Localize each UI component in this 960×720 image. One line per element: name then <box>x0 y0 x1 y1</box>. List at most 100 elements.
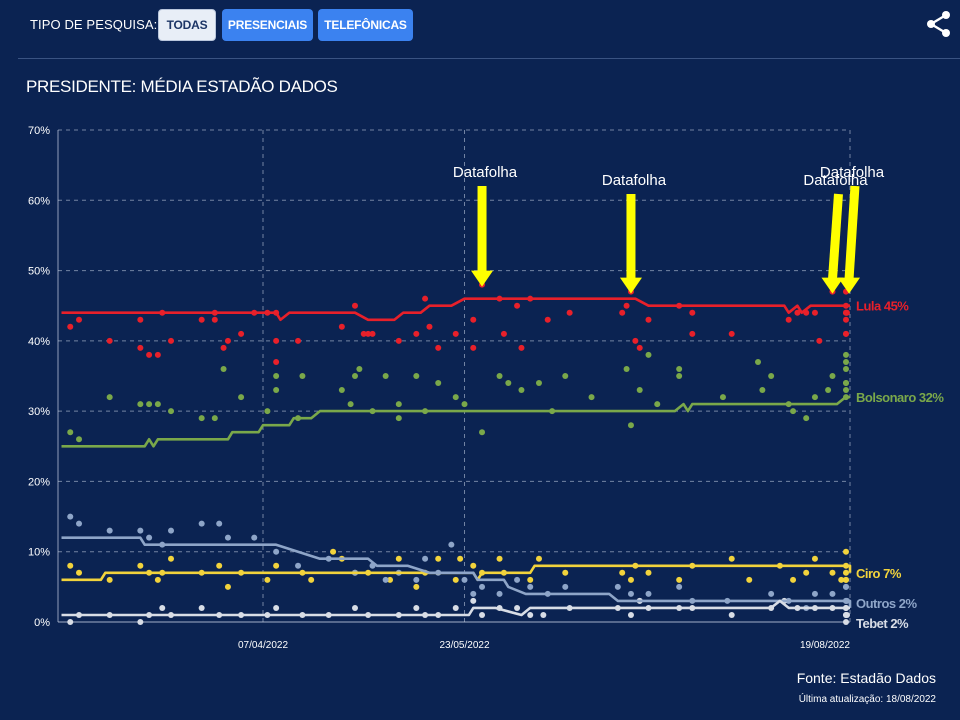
outros-poll-dot <box>843 583 849 590</box>
lula-poll-dot <box>500 330 507 337</box>
lula-poll-dot <box>689 330 696 337</box>
lula-poll-dot <box>365 330 372 337</box>
ciro-poll-dot <box>803 569 810 576</box>
chart-title: PRESIDENTE: MÉDIA ESTADÃO DADOS <box>26 77 338 96</box>
bolsonaro-poll-dot <box>351 373 358 379</box>
lula-poll-dot <box>338 323 345 330</box>
filter-todas-button[interactable]: TODAS <box>158 9 216 41</box>
ciro-poll-dot <box>168 555 175 562</box>
ciro-poll-dot <box>273 562 280 569</box>
bolsonaro-poll-dot <box>759 387 766 394</box>
lula-poll-dot <box>67 323 74 330</box>
ciro-end-label: Ciro 7% <box>856 566 902 581</box>
lula-poll-dot <box>619 309 626 316</box>
y-tick-label: 0% <box>34 617 50 629</box>
outros-poll-dot <box>768 590 775 597</box>
ciro-poll-dot <box>137 562 144 569</box>
ciro-poll-dot <box>387 576 394 583</box>
lula-poll-dot <box>76 316 83 323</box>
y-tick-label: 60% <box>28 195 50 207</box>
annotation-arrow-shaft <box>827 193 843 280</box>
bolsonaro-poll-dot <box>843 365 849 372</box>
outros-poll-dot <box>251 534 258 541</box>
ciro-poll-dot <box>264 576 271 583</box>
ciro-average-line <box>61 564 852 582</box>
outros-poll-dot <box>168 527 175 534</box>
ciro-poll-dot <box>216 562 223 569</box>
bolsonaro-poll-dot <box>395 401 402 408</box>
ciro-poll-dot <box>527 576 534 583</box>
ciro-poll-dot <box>413 583 420 590</box>
bolsonaro-poll-dot <box>645 351 652 358</box>
ciro-poll-dot <box>452 576 459 583</box>
outros-poll-dot <box>76 520 83 527</box>
bolsonaro-poll-dot <box>220 365 227 372</box>
ciro-poll-dot <box>76 569 83 576</box>
y-tick-label: 20% <box>28 476 50 488</box>
bolsonaro-poll-dot <box>829 373 836 379</box>
outros-poll-dot <box>413 576 420 583</box>
lula-poll-dot <box>295 337 302 344</box>
outros-poll-dot <box>273 548 280 555</box>
bolsonaro-poll-dot <box>627 422 634 429</box>
bolsonaro-poll-dot <box>768 373 775 379</box>
bolsonaro-poll-dot <box>562 373 569 379</box>
filter-telefonicas-button[interactable]: TELEFÔNICAS <box>318 9 413 41</box>
source-note: Fonte: Estadão Dados <box>796 670 936 686</box>
lula-poll-dot <box>470 316 477 323</box>
tebet-poll-dot <box>527 611 534 618</box>
bolsonaro-end-label: Bolsonaro 32% <box>856 390 944 405</box>
share-icon[interactable] <box>926 10 952 38</box>
lula-poll-dot <box>728 330 735 337</box>
tebet-poll-dot <box>137 619 144 625</box>
tebet-end-label: Tebet 2% <box>856 616 909 631</box>
ciro-poll-dot <box>106 576 113 583</box>
bolsonaro-poll-dot <box>719 394 726 401</box>
ciro-poll-dot <box>838 576 845 583</box>
tebet-poll-dot <box>514 604 521 611</box>
annotation-label: Datafolha <box>820 164 885 181</box>
lula-average-line <box>61 297 850 322</box>
bolsonaro-poll-dot <box>461 401 468 408</box>
lula-poll-dot <box>645 316 652 323</box>
outros-poll-dot <box>461 576 468 583</box>
header-divider <box>18 58 960 59</box>
lula-poll-dot <box>566 309 573 316</box>
lula-end-label: Lula 45% <box>856 299 909 314</box>
lula-poll-dot <box>422 295 429 302</box>
tebet-poll-dot <box>479 611 486 618</box>
lula-poll-dot <box>146 351 153 358</box>
outros-poll-dot <box>811 590 818 597</box>
lula-poll-dot <box>369 330 376 337</box>
lula-poll-dot <box>470 344 477 351</box>
ciro-poll-dot <box>435 555 442 562</box>
outros-poll-dot <box>106 527 113 534</box>
lula-poll-dot <box>106 337 113 344</box>
lula-poll-dot <box>224 337 231 344</box>
lula-poll-dot <box>413 330 420 337</box>
bolsonaro-poll-dot <box>588 394 595 401</box>
y-tick-label: 40% <box>28 336 50 348</box>
lula-poll-dot <box>198 316 205 323</box>
lula-poll-dot <box>273 358 280 365</box>
ciro-poll-dot <box>843 548 849 555</box>
bolsonaro-poll-dot <box>264 408 271 415</box>
lula-poll-dot <box>816 337 823 344</box>
outros-poll-dot <box>479 583 486 590</box>
lula-poll-dot <box>211 316 218 323</box>
bolsonaro-poll-dot <box>843 380 849 387</box>
ciro-poll-dot <box>627 576 634 583</box>
bolsonaro-poll-dot <box>198 415 205 422</box>
bolsonaro-poll-dot <box>67 429 74 436</box>
bolsonaro-poll-dot <box>154 401 161 408</box>
bolsonaro-average-line <box>61 395 850 448</box>
tebet-poll-dot <box>843 619 849 625</box>
bolsonaro-poll-dot <box>76 436 83 443</box>
tebet-poll-dot <box>540 611 547 618</box>
x-tick-label: 19/08/2022 <box>800 640 850 651</box>
bolsonaro-poll-dot <box>382 373 389 379</box>
lula-poll-dot <box>623 302 630 309</box>
lula-poll-dot <box>689 309 696 316</box>
ciro-poll-dot <box>619 569 626 576</box>
filter-presenciais-button[interactable]: PRESENCIAIS <box>222 9 313 41</box>
